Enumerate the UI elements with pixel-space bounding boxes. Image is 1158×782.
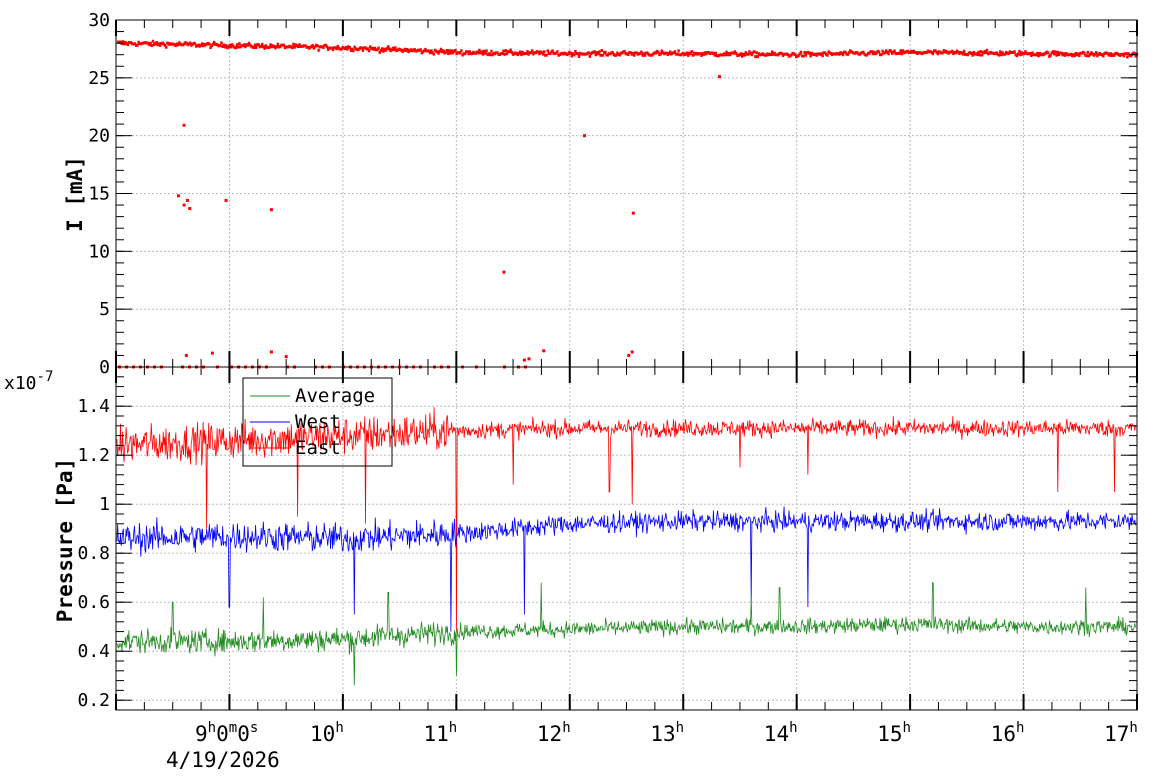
time-label: 10h xyxy=(310,720,344,746)
current-y-axis-title: I [mA] xyxy=(63,156,87,232)
current-outlier-point xyxy=(269,208,273,212)
legend-label-average: Average xyxy=(295,385,375,407)
current-outlier-point xyxy=(176,194,180,198)
time-label: 16h xyxy=(991,720,1025,746)
current-outlier-point xyxy=(583,134,587,138)
current-outlier-point xyxy=(522,358,526,362)
pressure-y-tick-label: 0.8 xyxy=(77,543,110,564)
current-outlier-point xyxy=(188,207,192,211)
current-outlier-point xyxy=(542,349,546,353)
pressure-y-ticks: 0.2 0.4 0.6 0.8 1 1.2 1.4 xyxy=(77,366,1137,711)
pressure-y-tick-label: 0.2 xyxy=(77,690,110,711)
current-outlier-point xyxy=(502,270,506,274)
time-label: 17h xyxy=(1104,720,1138,746)
current-outlier-point xyxy=(182,123,186,127)
time-label: 13h xyxy=(650,720,684,746)
legend-box xyxy=(242,377,393,467)
pressure-y-tick-label: 1 xyxy=(99,494,110,515)
time-label: 14h xyxy=(764,720,798,746)
current-outlier-point xyxy=(627,353,631,357)
legend-label-east: East xyxy=(295,437,341,459)
pressure-line-east xyxy=(116,407,1136,632)
time-label: 12h xyxy=(537,720,571,746)
current-y-tick-label: 20 xyxy=(88,126,110,147)
current-outlier-point xyxy=(631,211,635,215)
pressure-y-multiplier: x10-7 xyxy=(4,369,53,394)
current-y-tick-label: 5 xyxy=(99,299,110,320)
current-outlier-point xyxy=(184,353,188,357)
current-outlier-point xyxy=(210,351,214,355)
pressure-y-axis-title: Pressure [Pa] xyxy=(53,458,77,622)
current-outlier-point xyxy=(527,357,531,361)
pressure-line-average xyxy=(116,582,1136,686)
current-outlier-point xyxy=(185,198,189,202)
current-outlier-point xyxy=(630,350,634,354)
pressure-legend: Average West East xyxy=(242,377,393,467)
pressure-grid xyxy=(116,367,1137,710)
current-outlier-point xyxy=(284,355,288,359)
time-label-start: 9h0m0s xyxy=(195,720,258,746)
time-label: 11h xyxy=(423,720,457,746)
current-y-tick-label: 15 xyxy=(88,184,110,205)
current-outlier-point xyxy=(224,198,228,202)
current-y-tick-label: 25 xyxy=(88,68,110,89)
current-series-points xyxy=(117,39,1139,369)
current-outlier-point xyxy=(269,350,273,354)
pressure-series xyxy=(116,407,1136,686)
time-axis-date: 4/19/2026 xyxy=(166,748,280,772)
current-y-tick-label: 10 xyxy=(88,241,110,262)
current-x-ticks xyxy=(115,20,1138,367)
pressure-y-tick-label: 0.6 xyxy=(77,592,110,613)
current-panel: 0 5 10 15 20 25 30 I [mA] xyxy=(63,10,1139,378)
current-outlier-point xyxy=(718,75,722,79)
pressure-y-tick-label: 1.2 xyxy=(77,445,110,466)
pressure-y-tick-label: 0.4 xyxy=(77,641,110,662)
current-y-tick-label: 0 xyxy=(99,357,110,378)
legend-label-west: West xyxy=(295,411,341,433)
pressure-line-west xyxy=(116,506,1136,632)
time-label: 15h xyxy=(877,720,911,746)
pressure-y-tick-label: 1.4 xyxy=(77,396,110,417)
pressure-frame xyxy=(115,366,1138,711)
pressure-panel: 0.20.40.60.811.21.4 Pressure [Pa] x10-7 … xyxy=(4,366,1138,711)
current-y-tick-label: 30 xyxy=(88,10,110,31)
current-series xyxy=(117,39,1139,369)
current-outlier-point xyxy=(182,203,186,207)
pressure-x-ticks xyxy=(115,367,1138,710)
current-grid xyxy=(116,20,1137,367)
time-axis-labels: 9h0m0s 4/19/2026 10h 11h 12h 13h 14h 15h 16h 17… xyxy=(166,720,1138,772)
